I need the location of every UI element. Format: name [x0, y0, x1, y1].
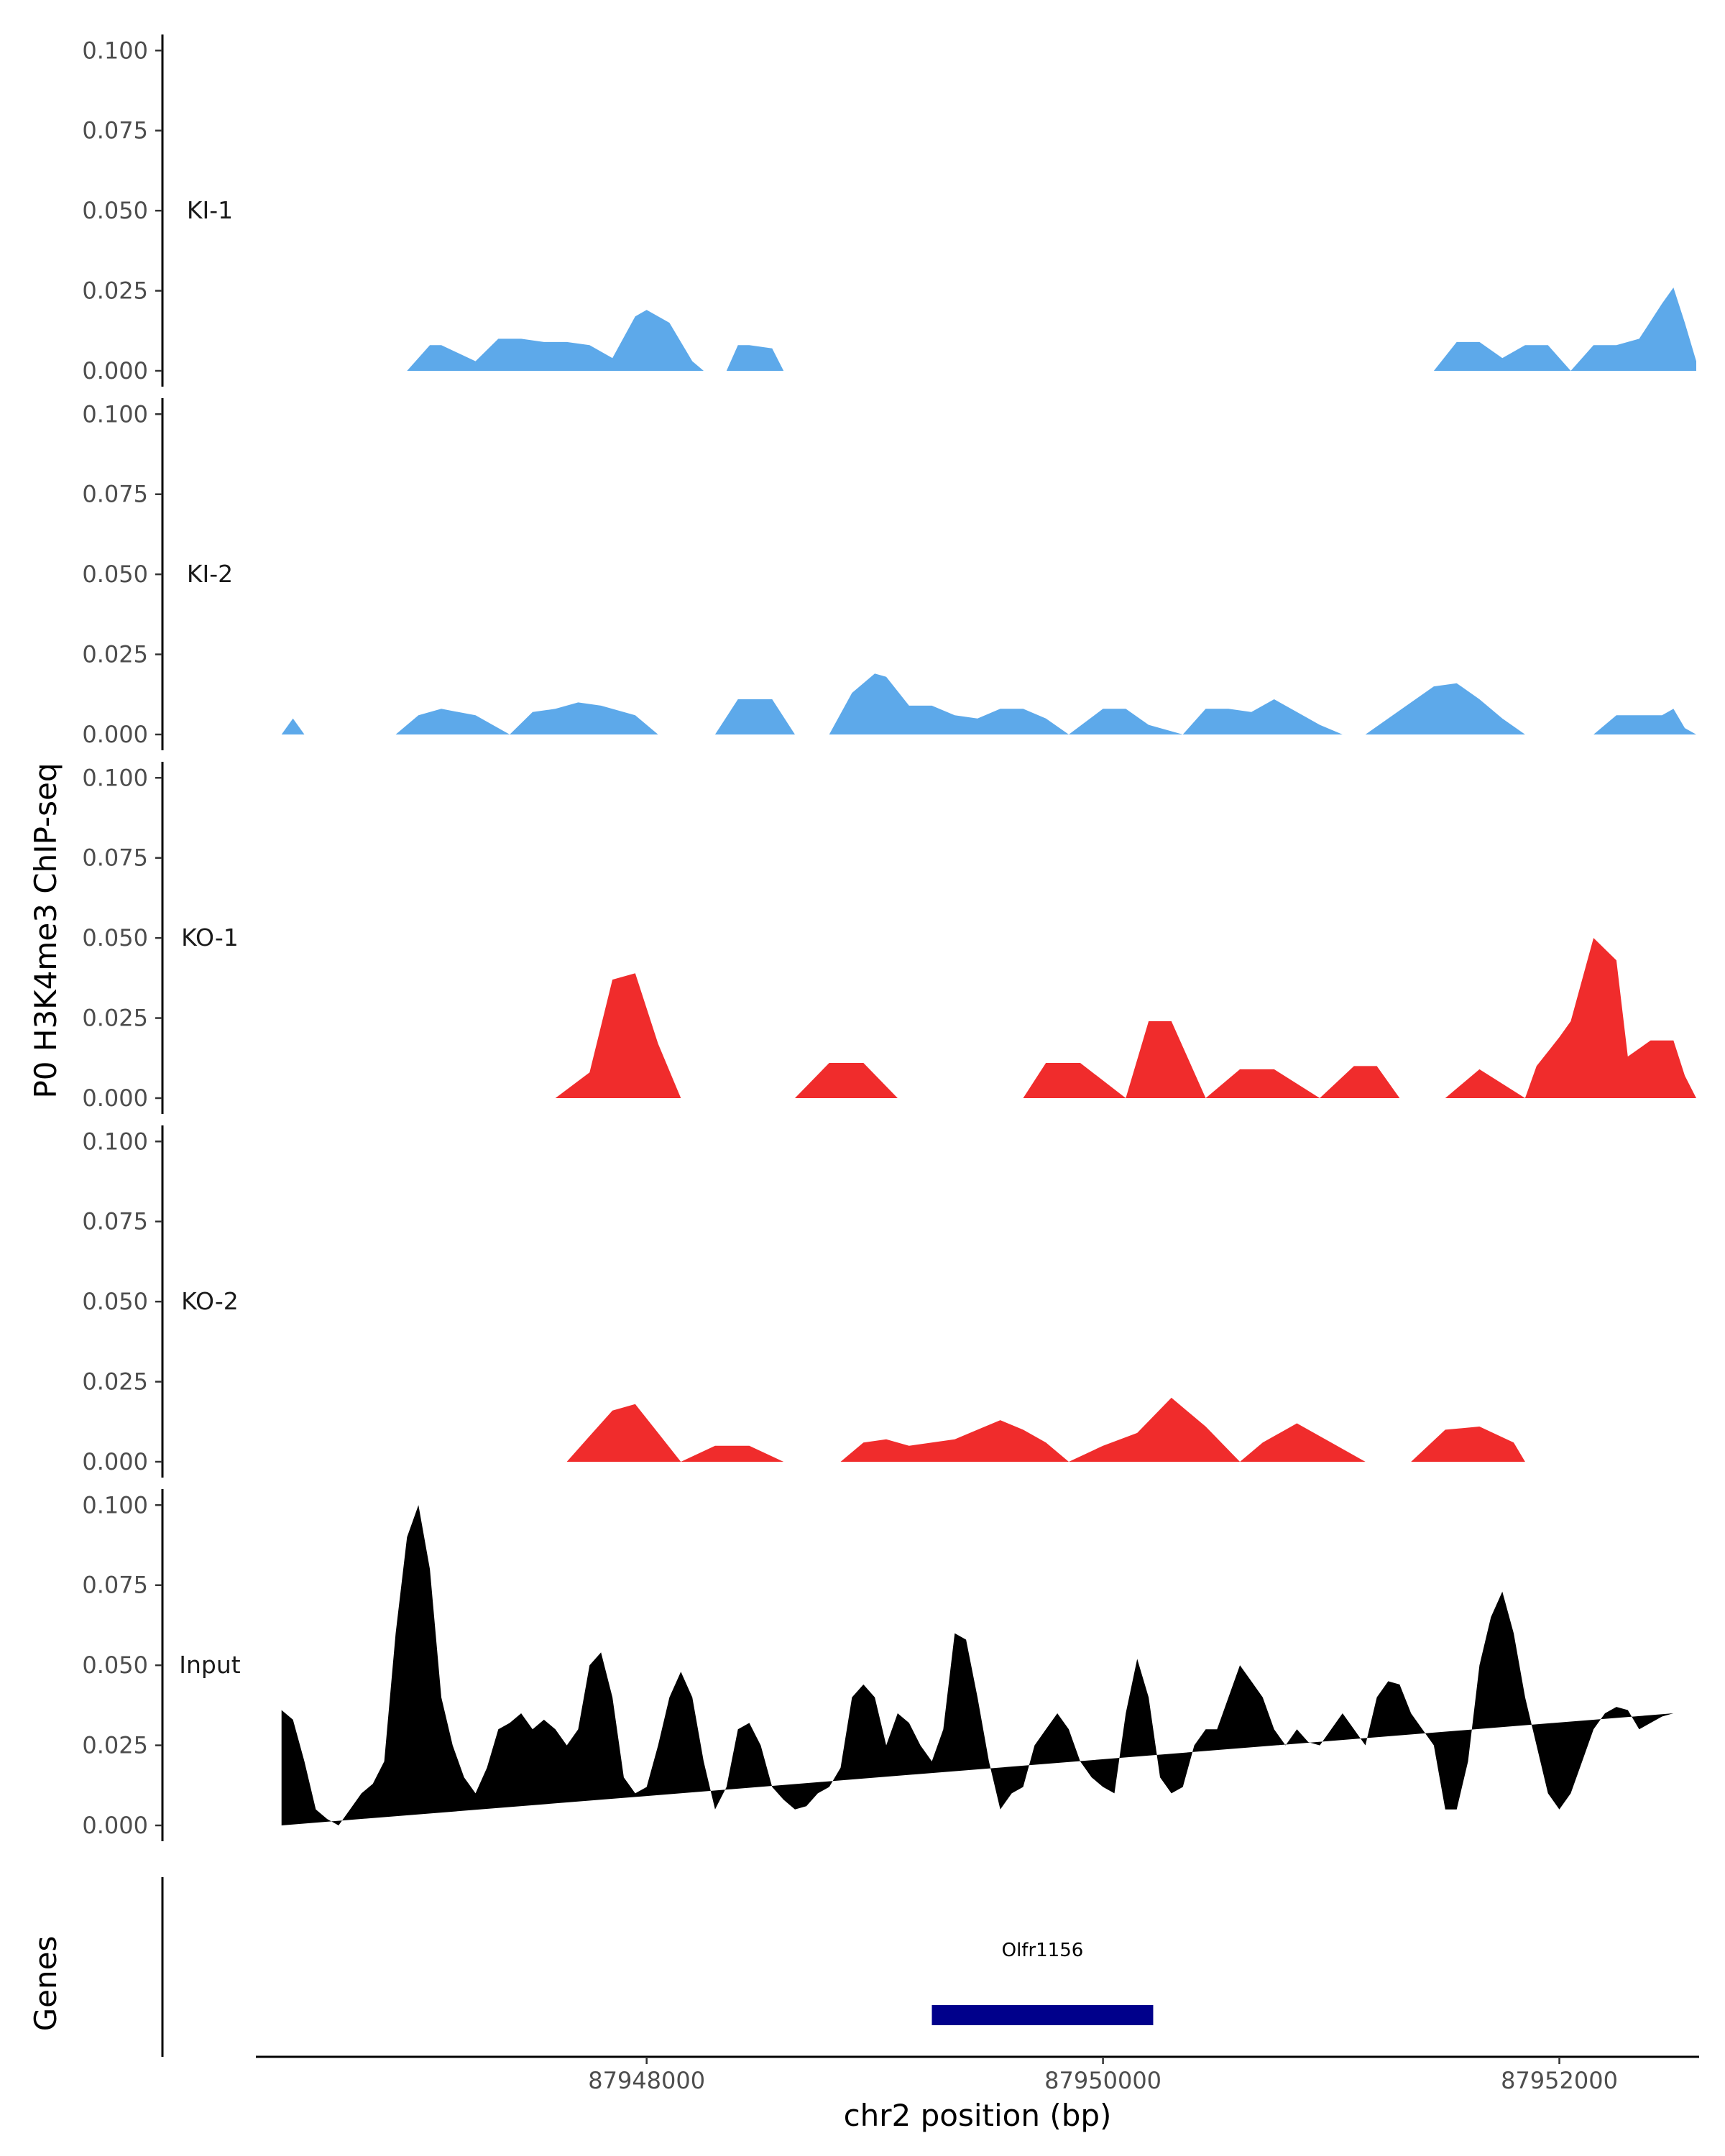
track-label: Input: [179, 1651, 241, 1679]
y-tick-label: 0.000: [82, 357, 148, 384]
y-tick-label: 0.050: [82, 561, 148, 588]
x-axis-title: chr2 position (bp): [844, 2098, 1112, 2133]
y-tick-label: 0.100: [82, 764, 148, 791]
y-tick-label: 0.075: [82, 1572, 148, 1599]
y-tick-label: 0.025: [82, 1732, 148, 1759]
y-tick-label: 0.050: [82, 1288, 148, 1315]
series-area-ko-2: [259, 1397, 1696, 1462]
genes-panel: Olfr1156: [161, 1877, 1154, 2057]
track-ki-2: 0.000 0.025 0.050 0.075 0.100 KI-2: [82, 398, 1697, 750]
y-tick-label: 0.000: [82, 1084, 148, 1112]
y-tick-label: 0.075: [82, 844, 148, 872]
signal-tracks: 0.0000.0250.0500.0750.100KI-10.0000.0250…: [82, 34, 1697, 1841]
y-tick-label: 0.000: [82, 1448, 148, 1475]
y-tick-label: 0.000: [82, 1812, 148, 1839]
track-label: KO-1: [181, 923, 239, 952]
y-tick-label: 0.025: [82, 277, 148, 305]
y-axis-title: P0 H3K4me3 ChIP-seq: [28, 763, 63, 1098]
x-tick-label: 87950000: [1044, 2067, 1162, 2094]
y-tick-label: 0.050: [82, 1651, 148, 1679]
gene-bar[interactable]: [932, 2005, 1154, 2025]
x-tick-label: 87948000: [588, 2067, 705, 2094]
y-tick-label: 0.075: [82, 481, 148, 508]
track-ko-2: 0.000 0.025 0.050 0.075 0.100 KO-2: [82, 1125, 1696, 1478]
track-label: KI-2: [187, 560, 233, 588]
track-ki-1: 0.000 0.025 0.050 0.075 0.100 KI-1: [82, 34, 1696, 387]
x-tick-label: 87952000: [1501, 2067, 1618, 2094]
y-tick-label: 0.100: [82, 1491, 148, 1519]
series-area-ki-1: [259, 287, 1696, 371]
track-label: KO-2: [181, 1287, 239, 1315]
gene-label: Olfr1156: [1002, 1940, 1084, 1961]
x-axis: 87948000 87950000 87952000: [256, 2055, 1699, 2094]
y-tick-label: 0.075: [82, 1208, 148, 1235]
track-ko-1: 0.000 0.025 0.050 0.075 0.100 KO-1: [82, 762, 1696, 1114]
y-tick-label: 0.025: [82, 641, 148, 668]
y-tick-label: 0.025: [82, 1005, 148, 1032]
y-tick-label: 0.050: [82, 924, 148, 952]
series-area-ki-2: [281, 673, 1697, 734]
track-input: 0.000 0.025 0.050 0.075 0.100 Input: [82, 1489, 1674, 1841]
y-tick-label: 0.100: [82, 1128, 148, 1155]
y-tick-label: 0.000: [82, 721, 148, 748]
series-area-input: [281, 1505, 1674, 1825]
y-tick-label: 0.100: [82, 400, 148, 428]
track-label: KI-1: [187, 196, 233, 224]
series-area-ko-1: [259, 938, 1696, 1098]
y-tick-label: 0.100: [82, 37, 148, 64]
y-tick-label: 0.075: [82, 117, 148, 144]
genes-axis-title: Genes: [28, 1936, 63, 2032]
y-tick-label: 0.025: [82, 1368, 148, 1396]
y-tick-label: 0.050: [82, 197, 148, 224]
